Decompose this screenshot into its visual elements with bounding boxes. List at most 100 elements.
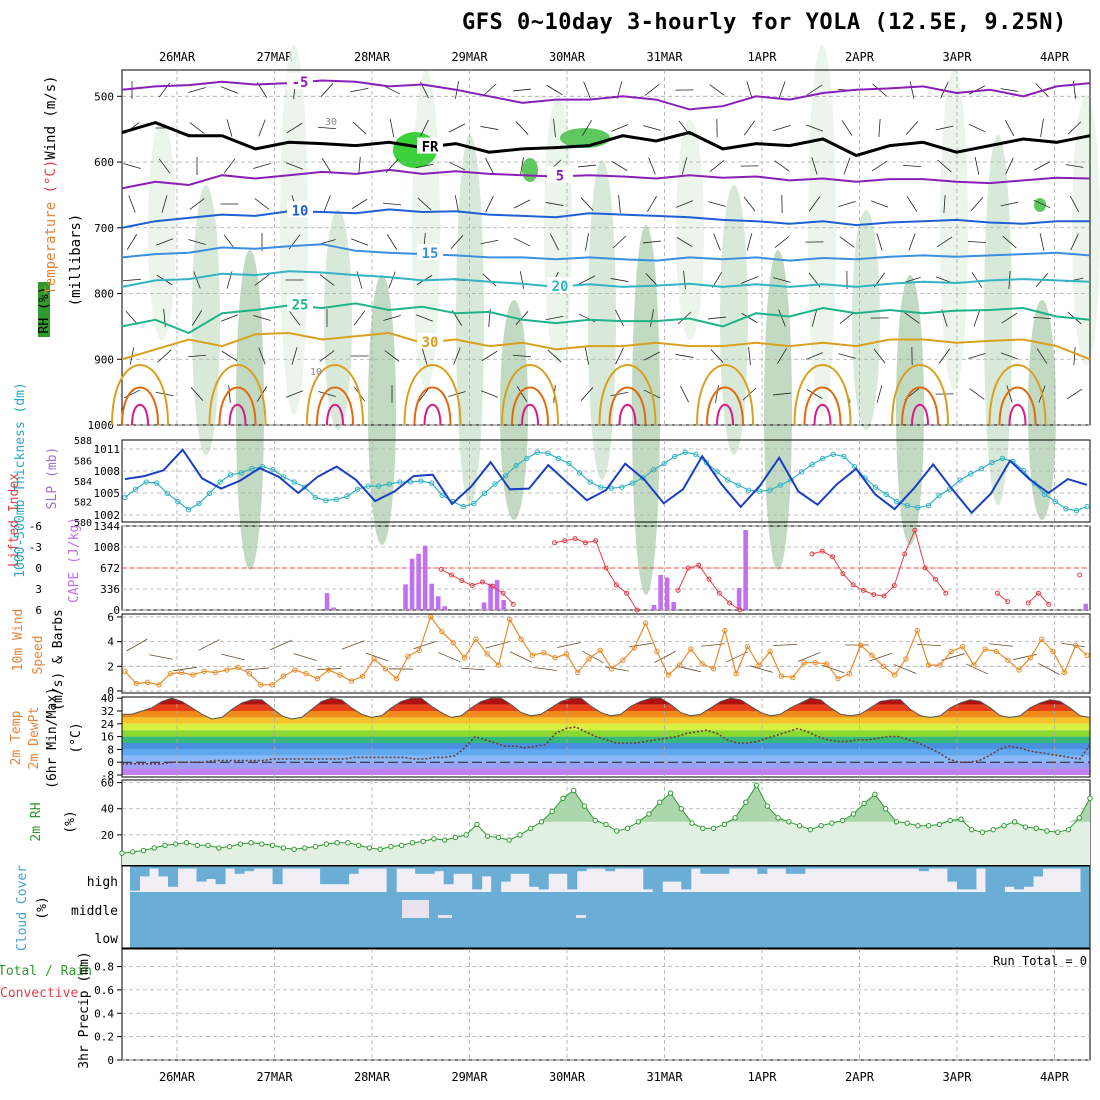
wind10-line-point xyxy=(971,662,977,668)
wind-barb xyxy=(1004,119,1015,137)
rh-shading xyxy=(632,225,660,595)
wind-barb xyxy=(126,234,138,250)
cape-bar xyxy=(494,580,500,610)
wind-barb xyxy=(872,83,887,97)
wind10-barb xyxy=(1013,653,1037,661)
isotherm-label-bg xyxy=(287,73,313,90)
cloud-high-bar xyxy=(928,866,939,869)
wind-barb xyxy=(909,81,915,99)
wind-barb xyxy=(228,384,231,404)
thickness-line-point xyxy=(841,453,847,460)
rh-point xyxy=(1065,826,1072,833)
li-point xyxy=(912,527,918,533)
isotherm-label: 10 xyxy=(292,203,309,219)
isotherm-40 xyxy=(511,386,549,426)
wind-barb xyxy=(547,349,562,363)
rh-shading xyxy=(676,120,704,340)
wind10-line-point xyxy=(993,648,1000,655)
wind-barb xyxy=(806,389,823,399)
cloud-high-bar xyxy=(994,866,1005,892)
cloud-high-bar xyxy=(947,866,958,882)
wind10-line-point xyxy=(190,672,196,678)
wind-barb xyxy=(321,158,333,174)
wind10-line-point xyxy=(948,648,954,655)
cape-tick: 0 xyxy=(113,604,120,617)
wind-barb xyxy=(188,87,206,93)
cloud-high-bar xyxy=(823,866,834,869)
thickness-line-point xyxy=(132,486,139,492)
isotherm-label-bg xyxy=(417,137,443,154)
wind-barb xyxy=(806,352,823,360)
wind-barb xyxy=(970,196,984,212)
temp-band xyxy=(122,717,1090,724)
wind-barb xyxy=(253,315,271,321)
thickness-line-point xyxy=(354,486,361,492)
li-point xyxy=(860,587,866,593)
cloud-high-bar xyxy=(966,866,977,890)
rh-tick: 40 xyxy=(101,803,114,816)
date-label-top: 4APR xyxy=(1040,50,1070,64)
wind-barb xyxy=(288,310,301,326)
rh-point xyxy=(1087,795,1093,801)
isotherm-line xyxy=(121,121,1091,158)
rh-point xyxy=(786,819,792,825)
cloud-high-bar xyxy=(348,866,359,874)
wind-barb xyxy=(319,350,335,362)
cloud-high-bar xyxy=(757,866,768,874)
wind-barb xyxy=(220,314,239,322)
wind-barb xyxy=(578,275,596,285)
pressure-tick-label: 800 xyxy=(94,288,114,301)
wind10-tick: 4 xyxy=(107,636,114,649)
pressure-axis-label: (millibars) xyxy=(68,214,84,307)
cape-bar xyxy=(442,606,448,610)
wind-barb xyxy=(221,350,238,362)
isotherm-label: 15 xyxy=(422,246,439,262)
rh-point xyxy=(614,828,620,834)
cloud-high-bar xyxy=(149,866,160,869)
thickness-line-point xyxy=(566,460,572,467)
rh-shading xyxy=(1028,300,1056,520)
cloud-gap xyxy=(576,915,586,918)
wind10-line-point xyxy=(880,663,886,670)
wind-barb xyxy=(838,200,856,208)
rh-point xyxy=(388,843,394,850)
wind-barb xyxy=(513,199,531,209)
wind10-barb xyxy=(485,641,509,649)
wind-barb xyxy=(384,350,400,362)
wind-barb xyxy=(741,313,758,323)
thickness-line-point xyxy=(154,480,160,486)
cloud-high-bar xyxy=(1051,866,1062,869)
wind-barb xyxy=(350,238,369,246)
li-point xyxy=(1005,599,1011,605)
wind10-line-point xyxy=(767,648,773,655)
isotherm-45 xyxy=(716,404,734,426)
cloud-high-bar xyxy=(1013,866,1024,890)
rh-point xyxy=(151,845,157,851)
wind-barb xyxy=(774,236,790,248)
wind-barb xyxy=(317,126,337,130)
wind10-line-point xyxy=(620,657,626,663)
wind-barb xyxy=(515,121,529,135)
li-line xyxy=(554,538,638,611)
wind-barb xyxy=(481,350,498,362)
wind10-line-point xyxy=(473,636,479,642)
wind-barb xyxy=(1032,316,1052,320)
li-point xyxy=(891,583,897,588)
wind10-line-point xyxy=(891,672,898,678)
isotherm-35 xyxy=(306,364,364,426)
wind-barb xyxy=(870,200,889,208)
wind-barb xyxy=(123,163,141,169)
rh-point xyxy=(1033,825,1039,832)
rh-point xyxy=(850,811,857,817)
pressure-tick-label: 900 xyxy=(94,353,114,366)
cape-bar xyxy=(671,601,676,610)
cloud-high-bar xyxy=(130,866,141,891)
cape-bar xyxy=(743,530,748,610)
rh-point xyxy=(366,845,373,851)
wind-barb xyxy=(743,120,756,136)
li-tick: -6 xyxy=(29,520,42,533)
upper-axis-label: Temperature (°C)Wind (m/s) xyxy=(43,75,59,294)
slp-tick: 1002 xyxy=(94,509,121,522)
cape-bar xyxy=(429,583,434,610)
cape-bar xyxy=(409,558,415,610)
